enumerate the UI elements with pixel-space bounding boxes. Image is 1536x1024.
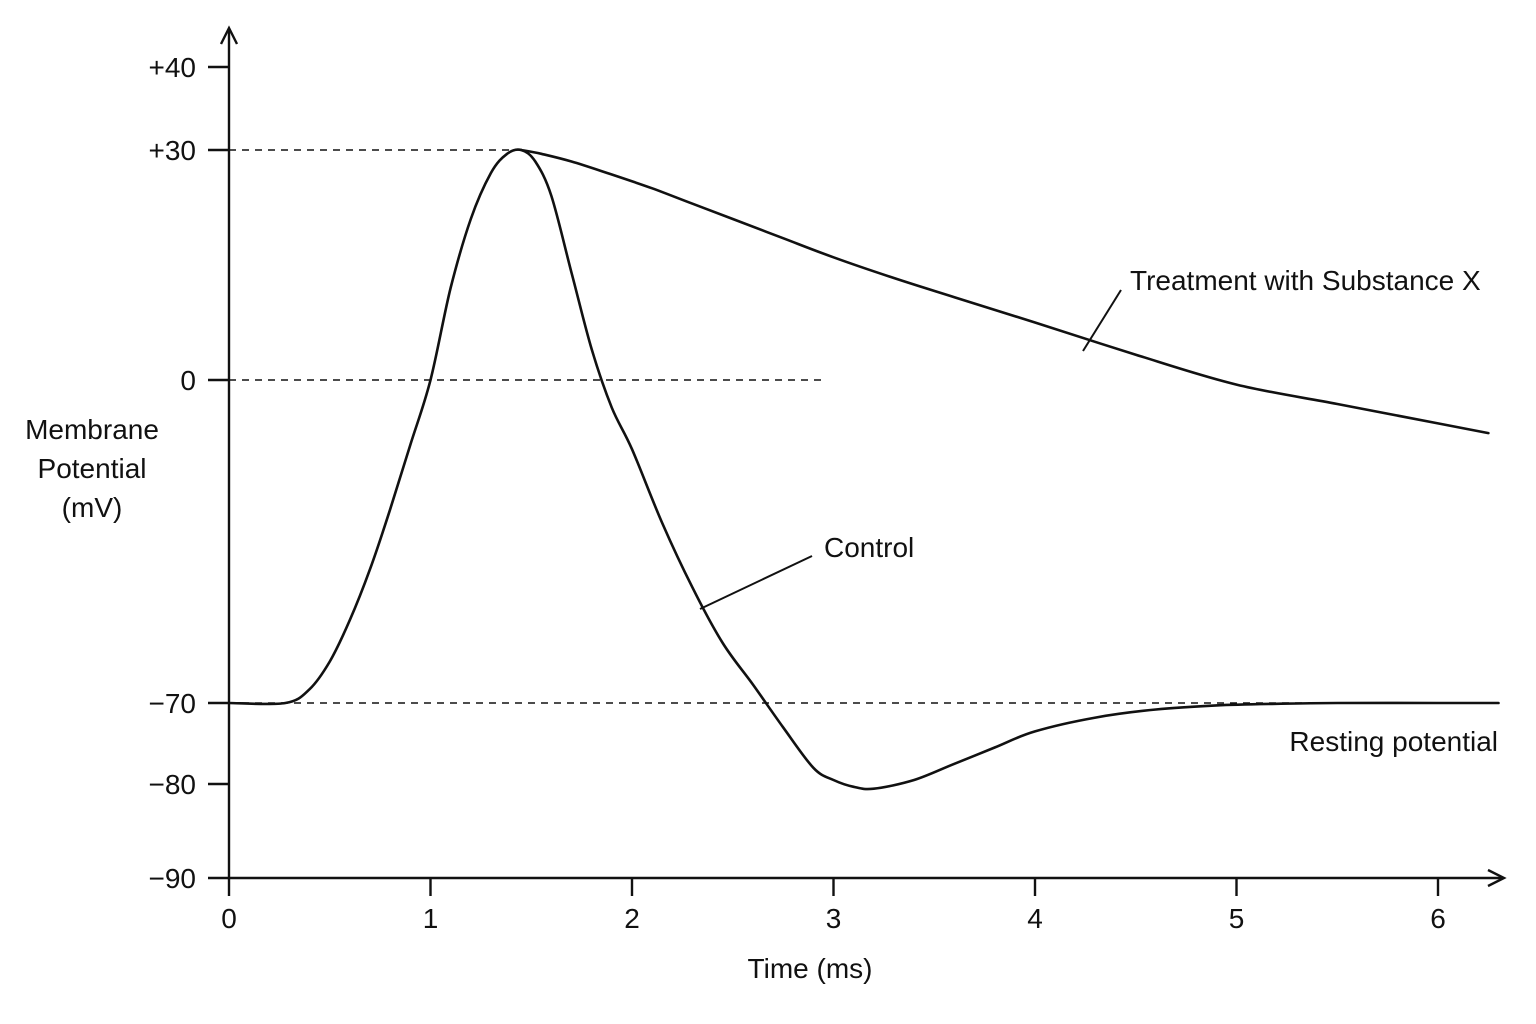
resting-potential-label: Resting potential xyxy=(1289,726,1498,757)
series-label-treatment-with-substance-x: Treatment with Substance X xyxy=(1130,265,1481,296)
ticks: +40 +30 0 −70 −80 −90 0 1 2 3 4 5 6 xyxy=(149,52,1446,934)
y-axis-label-line: Potential xyxy=(38,453,147,484)
reference-lines xyxy=(229,149,1499,704)
y-tick-label: +40 xyxy=(149,52,197,83)
x-axis-label: Time (ms) xyxy=(748,953,873,984)
x-tick-label: 4 xyxy=(1027,903,1043,934)
x-tick-label: 1 xyxy=(423,903,439,934)
x-tick-label: 6 xyxy=(1430,903,1446,934)
x-tick-label: 3 xyxy=(826,903,842,934)
axes xyxy=(219,25,1507,888)
y-tick-label: +30 xyxy=(149,135,197,166)
y-axis-label-line: Membrane xyxy=(25,414,159,445)
series-line-treatment-with-substance-x xyxy=(519,148,1490,435)
series-label-control: Control xyxy=(824,532,914,563)
series-labels: Control Treatment with Substance X xyxy=(699,265,1481,610)
series-lines xyxy=(227,148,1500,791)
y-tick-label: −70 xyxy=(149,688,197,719)
leader-line-treatment-with-substance-x xyxy=(1082,289,1122,352)
chart-labels: Time (ms) Membrane Potential (mV) Control T… xyxy=(25,265,1498,984)
x-tick-label: 0 xyxy=(221,903,237,934)
y-axis-label: Membrane Potential (mV) xyxy=(25,414,159,523)
leader-line-control xyxy=(699,555,813,610)
y-tick-label: −90 xyxy=(149,863,197,894)
series-line-control xyxy=(227,148,1500,791)
x-axis-arrow xyxy=(1487,868,1507,888)
y-axis-label-line: (mV) xyxy=(62,492,123,523)
y-axis-arrow xyxy=(219,25,239,45)
y-tick-label: 0 xyxy=(180,365,196,396)
y-tick-label: −80 xyxy=(149,769,197,800)
x-tick-label: 5 xyxy=(1229,903,1245,934)
x-tick-label: 2 xyxy=(624,903,640,934)
